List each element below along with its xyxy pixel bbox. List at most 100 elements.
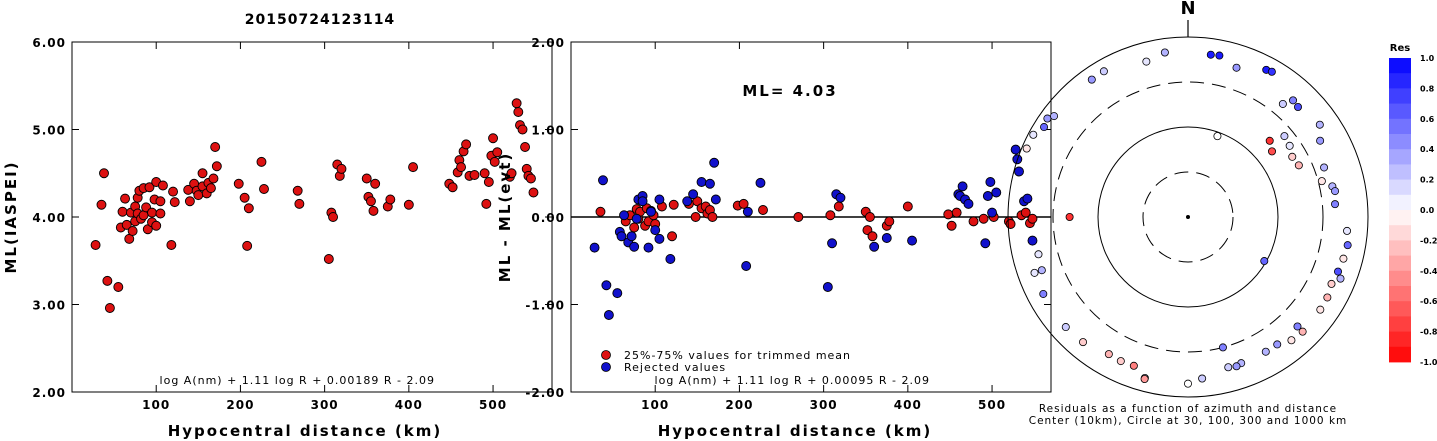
polar-point [1034, 250, 1043, 259]
color-scale-label: -0.8 [1420, 328, 1437, 337]
data-point [1022, 193, 1033, 204]
data-point [193, 190, 204, 201]
polar-point [1331, 187, 1340, 196]
p2-ytick-label: -2.00 [525, 386, 565, 400]
polar-point [1037, 266, 1046, 275]
color-scale-label: 0.8 [1420, 84, 1435, 93]
data-point [1010, 144, 1021, 155]
data-point [629, 222, 640, 233]
data-point [385, 194, 396, 205]
polar-point [1294, 161, 1303, 170]
data-point [864, 212, 875, 222]
p2-xtick-label: 500 [978, 398, 1006, 412]
data-point [619, 210, 630, 221]
color-scale-cell [1389, 301, 1411, 317]
polar-point [1285, 141, 1294, 150]
data-point [902, 201, 913, 212]
p1-ytick-label: 4.00 [32, 211, 66, 225]
data-point [738, 198, 749, 209]
color-scale-cell [1389, 210, 1411, 226]
data-point [946, 220, 957, 231]
color-scale-label: -0.2 [1420, 236, 1437, 245]
data-point [612, 288, 623, 299]
data-point [755, 177, 766, 188]
color-scale-label: -1.0 [1420, 358, 1437, 367]
color-scale-label: 1.0 [1420, 54, 1435, 63]
polar-point [1043, 114, 1052, 123]
polar-point [1315, 120, 1324, 129]
polar-point [1287, 336, 1296, 345]
data-point [833, 201, 844, 212]
polar-point [1104, 350, 1113, 359]
data-point [951, 207, 962, 218]
color-scale-cell [1389, 270, 1411, 287]
polar-point [1050, 112, 1059, 121]
data-point [294, 198, 305, 209]
polar-point [1316, 136, 1325, 145]
color-scale-cell [1389, 255, 1411, 272]
polar-point [1280, 132, 1289, 141]
data-point [408, 162, 419, 173]
polar-point [1030, 268, 1039, 277]
data-point [991, 187, 1002, 198]
data-point [403, 199, 414, 210]
polar-point [1273, 340, 1282, 349]
polar-point [1343, 241, 1352, 250]
polar-point [1039, 289, 1048, 298]
data-point [616, 231, 627, 242]
polar-point [1343, 226, 1352, 235]
p1-xtick-label: 300 [311, 398, 339, 412]
data-point [968, 216, 979, 227]
data-point [520, 142, 531, 152]
p2-xtick-label: 400 [894, 398, 922, 412]
ring-30km [1142, 171, 1234, 263]
data-point [793, 212, 804, 222]
data-point [104, 303, 115, 313]
data-point [603, 310, 614, 320]
data-point [328, 212, 339, 222]
data-point [102, 275, 113, 286]
figure-title: 20150724123114 [245, 12, 395, 28]
data-point [1020, 207, 1031, 218]
data-point [151, 220, 162, 231]
p1-xtick-label: 200 [226, 398, 254, 412]
color-scale-label: -0.6 [1420, 297, 1437, 306]
data-point [709, 157, 720, 168]
data-point [646, 206, 656, 217]
plot2-y-axis-label: ML - ML(evt) [496, 152, 514, 282]
data-point [513, 107, 524, 117]
legend-label-trimmed: 25%-75% values for trimmed mean [624, 349, 851, 362]
p1-ytick-label: 3.00 [32, 299, 66, 313]
plot1-points [90, 98, 539, 313]
data-point [479, 168, 490, 179]
data-point [595, 206, 606, 217]
data-point [113, 282, 124, 292]
data-point [259, 184, 269, 194]
color-scale-label: 0.2 [1420, 176, 1434, 185]
data-point [492, 147, 503, 158]
residual-color-scale: Res 1.0 0.8 0.6 0.4 0.2 0.0 -0.2 -0.4 -0.6 -0.8 -1… [1389, 43, 1437, 367]
polar-point [1331, 200, 1340, 209]
color-scale-cell [1389, 240, 1411, 256]
data-point [99, 168, 109, 179]
polar-point [1278, 99, 1287, 108]
color-scale-cell [1389, 88, 1411, 104]
data-point [637, 196, 648, 207]
polar-point [1213, 132, 1222, 141]
data-point [155, 196, 166, 207]
data-point [978, 213, 989, 224]
data-point [710, 194, 721, 205]
data-point [256, 156, 267, 167]
polar-point [1215, 51, 1224, 60]
data-point [481, 198, 492, 209]
data-point [488, 133, 499, 144]
data-point [943, 209, 954, 220]
data-point [688, 189, 699, 200]
polar-point [1323, 293, 1332, 302]
plot2-y-ticks: -2.00 -1.00 0.00 1.00 2.00 [525, 36, 1051, 400]
polar-points [1022, 48, 1352, 388]
data-point [884, 216, 895, 227]
data-point [987, 207, 998, 218]
polar-point [1293, 103, 1302, 112]
data-point [489, 156, 500, 167]
